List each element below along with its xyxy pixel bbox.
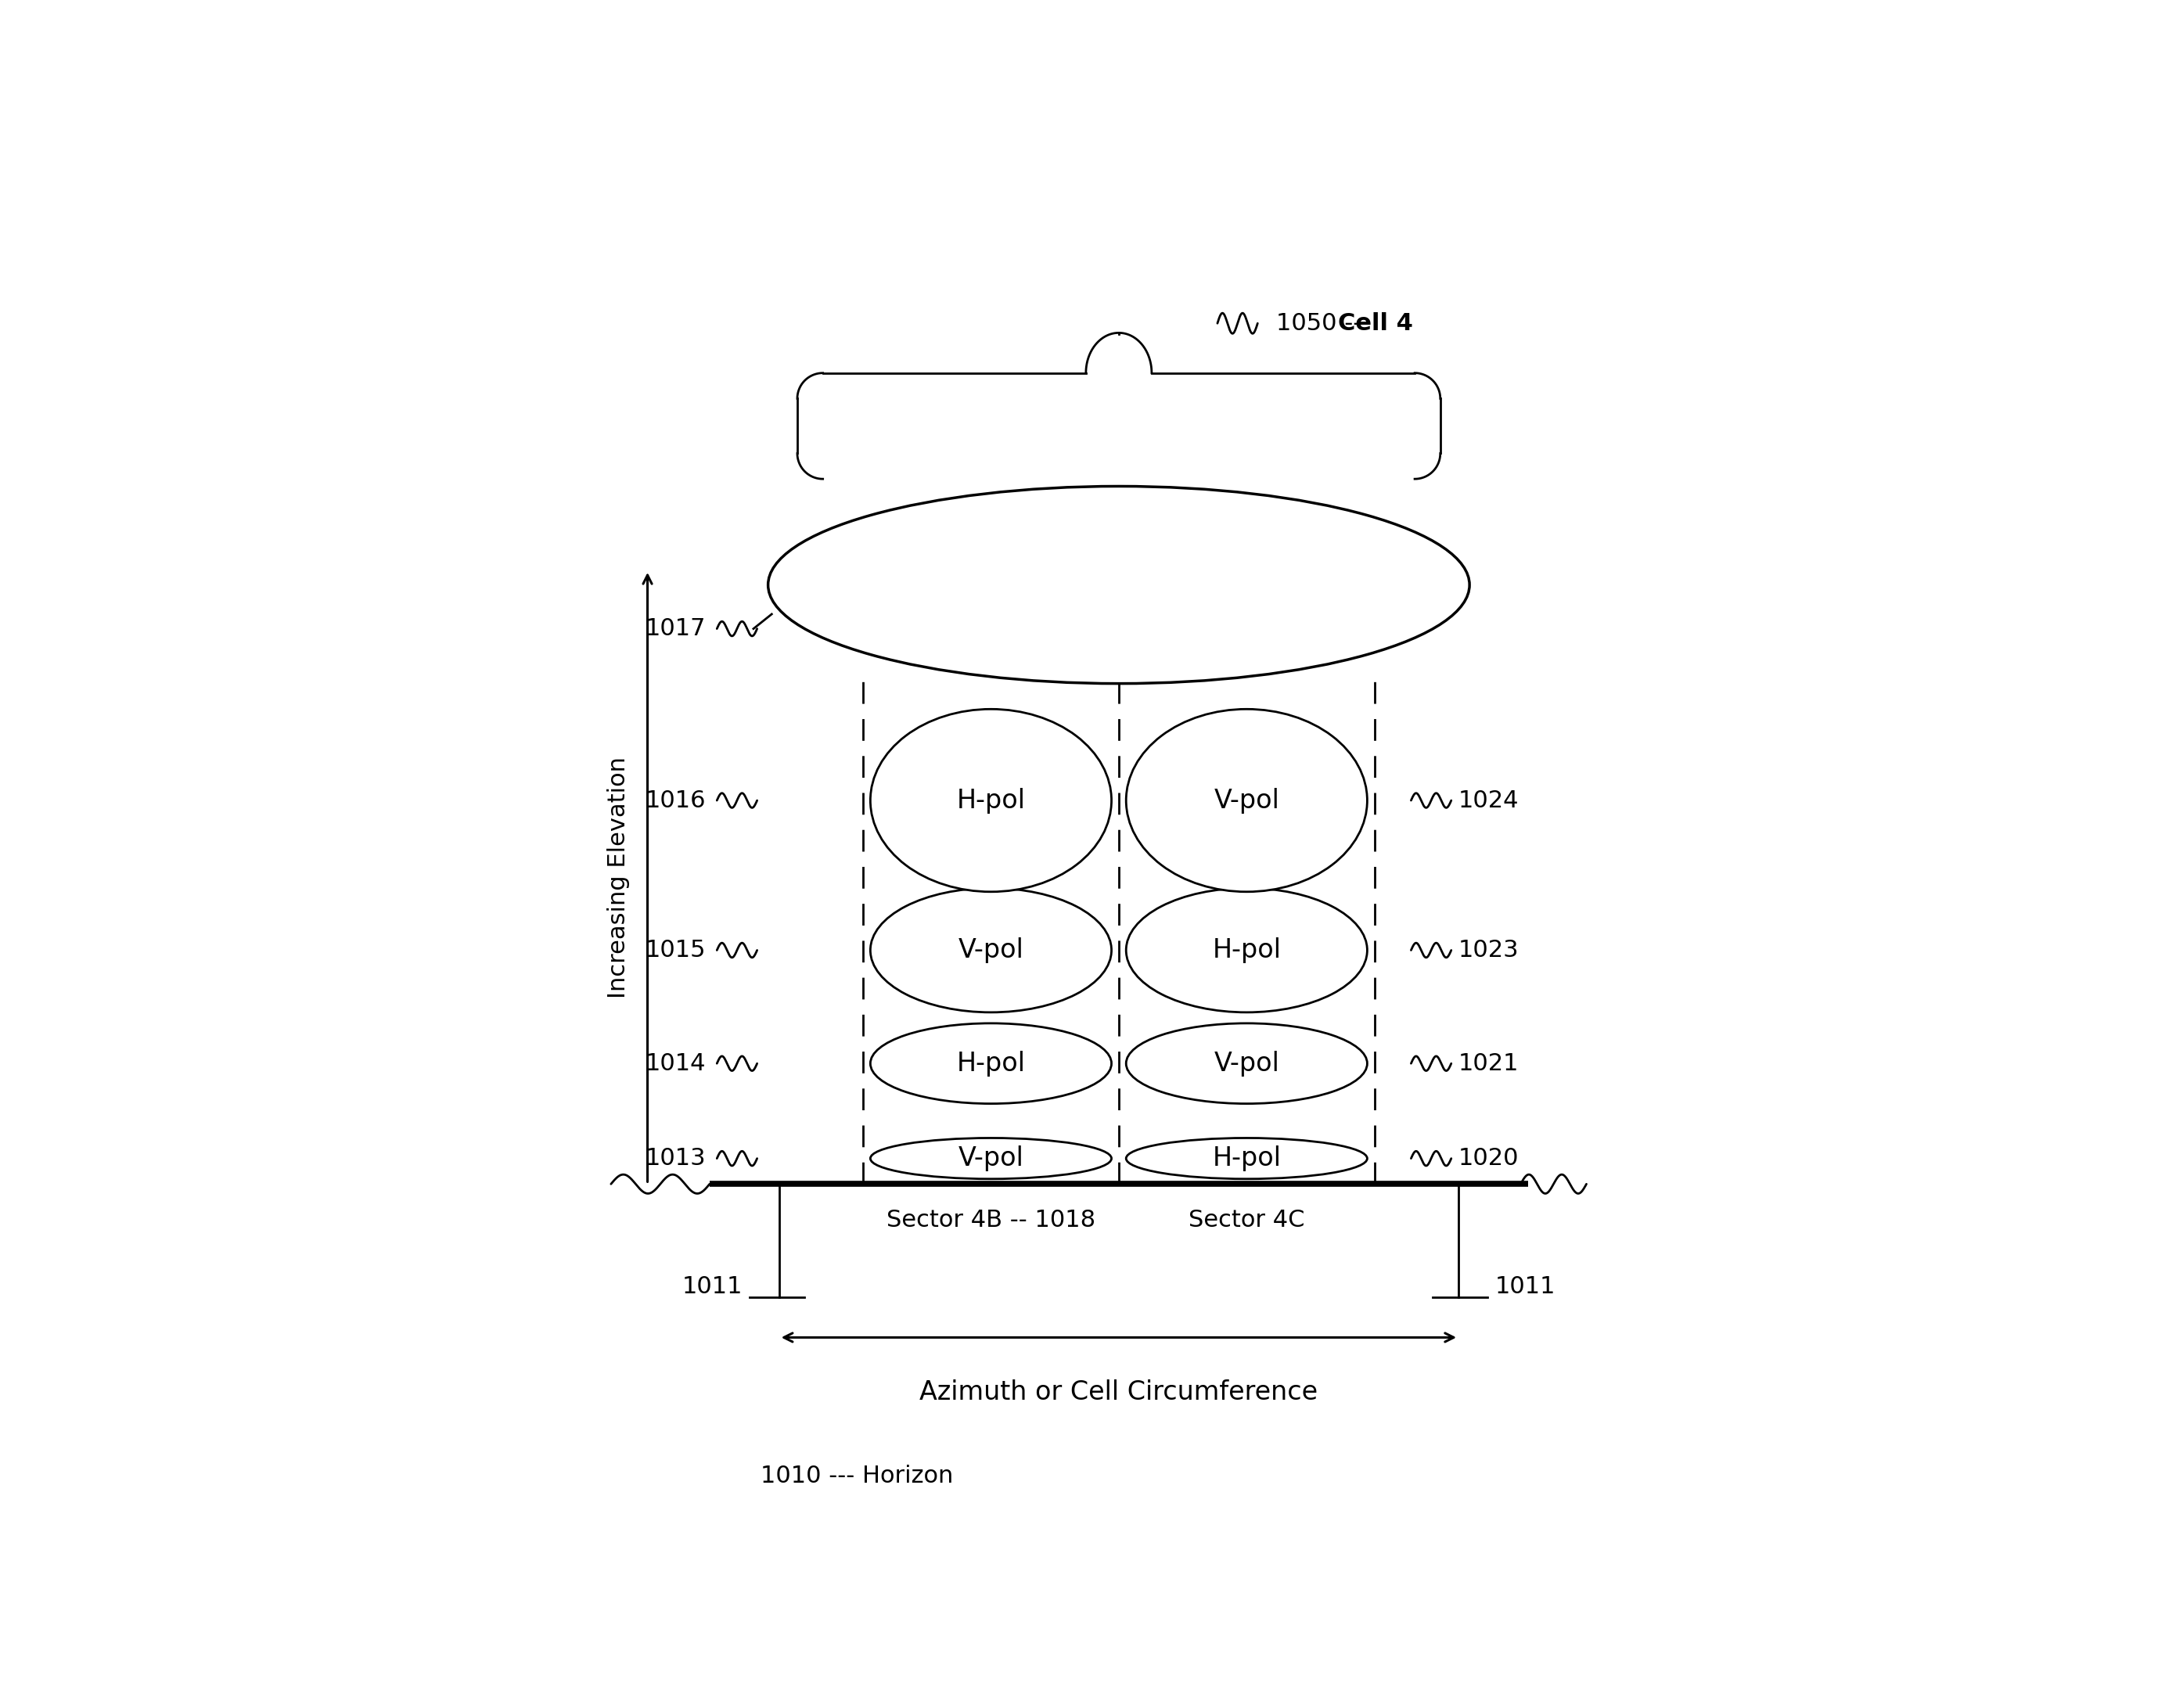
Ellipse shape (768, 487, 1469, 683)
Text: H-pol: H-pol (956, 1050, 1026, 1076)
Text: 1010 --- Horizon: 1010 --- Horizon (760, 1465, 954, 1488)
Text: Azimuth or Cell Circumference: Azimuth or Cell Circumference (919, 1380, 1319, 1406)
Ellipse shape (871, 709, 1111, 892)
Text: 1021: 1021 (1458, 1052, 1519, 1074)
Text: 1014: 1014 (646, 1052, 705, 1074)
Text: 1011: 1011 (1495, 1274, 1556, 1298)
Text: 1015: 1015 (646, 939, 705, 962)
Text: V-pol: V-pol (1214, 1050, 1279, 1076)
Ellipse shape (1126, 709, 1367, 892)
Text: V-pol: V-pol (1214, 787, 1279, 813)
Text: 1017: 1017 (646, 617, 705, 640)
Ellipse shape (1126, 888, 1367, 1013)
Text: V-pol: V-pol (958, 1146, 1024, 1172)
Text: H-pol: H-pol (1212, 938, 1281, 963)
Text: Sector 4C: Sector 4C (1188, 1209, 1305, 1231)
Text: H-pol: H-pol (956, 787, 1026, 813)
Ellipse shape (871, 1023, 1111, 1103)
Ellipse shape (871, 1138, 1111, 1179)
Text: 1020: 1020 (1458, 1148, 1519, 1170)
Text: Sector 4B -- 1018: Sector 4B -- 1018 (886, 1209, 1096, 1231)
Text: 1016: 1016 (646, 789, 705, 811)
Text: 1024: 1024 (1458, 789, 1519, 811)
Text: H-pol: H-pol (1212, 1146, 1281, 1172)
Text: 1013: 1013 (646, 1148, 705, 1170)
Text: 1011: 1011 (681, 1274, 742, 1298)
Text: 1050 ---: 1050 --- (1275, 313, 1377, 335)
Ellipse shape (1126, 1138, 1367, 1179)
Text: Cell 4: Cell 4 (1338, 313, 1412, 335)
Text: Increasing Elevation: Increasing Elevation (607, 757, 629, 997)
Ellipse shape (871, 888, 1111, 1013)
Text: 1023: 1023 (1458, 939, 1519, 962)
Text: V-pol: V-pol (958, 938, 1024, 963)
Ellipse shape (1126, 1023, 1367, 1103)
